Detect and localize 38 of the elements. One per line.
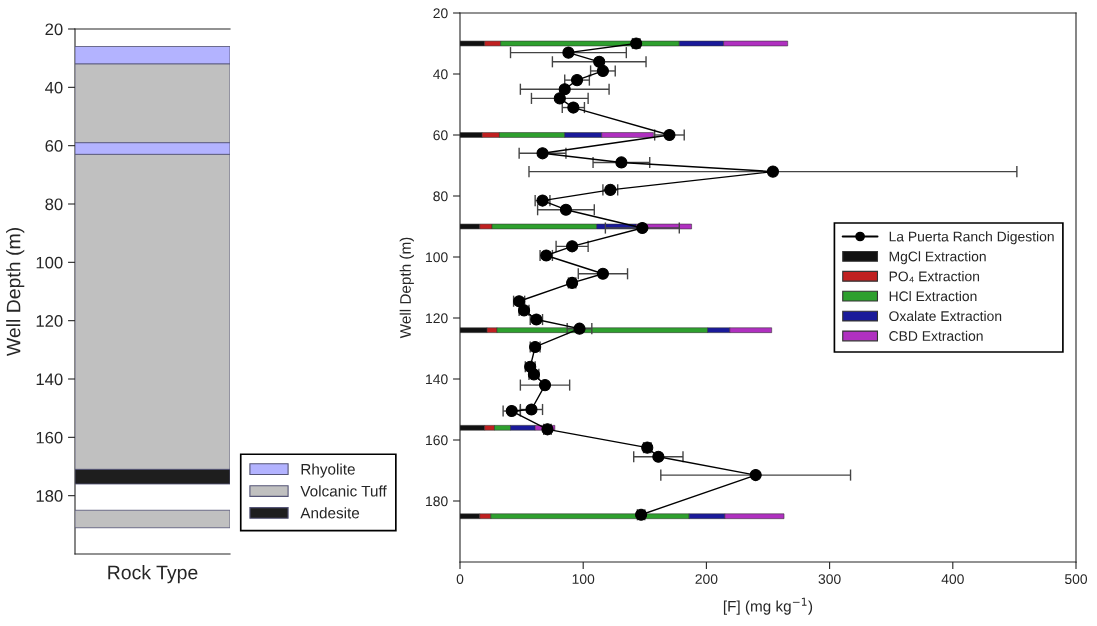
- legend-label: PO₄ Extraction: [889, 271, 980, 283]
- x-tick-label: 100: [572, 574, 595, 585]
- y-tick-label: 40: [433, 69, 448, 80]
- x-axis-title: Rock Type: [108, 565, 198, 584]
- y-tick-label: 100: [426, 252, 448, 263]
- legend-label: Rhyolite: [301, 463, 355, 478]
- y-tick-label: 60: [433, 130, 448, 141]
- legend-label: MgCl Extraction: [889, 251, 986, 265]
- y-tick-label: 20: [45, 23, 63, 36]
- legend-label: La Puerta Ranch Digestion: [889, 231, 1054, 245]
- x-tick-label: 0: [456, 574, 464, 585]
- y-tick-label: 160: [426, 435, 448, 446]
- y-axis-title: Well Depth (m): [6, 228, 25, 357]
- legend-label: HCl Extraction: [889, 290, 977, 302]
- x-tick-label: 400: [941, 574, 964, 585]
- y-tick-label: 120: [36, 315, 63, 327]
- y-tick-label: 60: [45, 140, 63, 152]
- y-tick-label: 160: [36, 431, 63, 444]
- y-tick-label: 180: [36, 490, 63, 502]
- x-tick-label: 300: [818, 574, 841, 585]
- legend-label: Andesite: [300, 507, 360, 519]
- x-tick-label: 200: [695, 574, 718, 585]
- legend-label: Volcanic Tuff: [300, 485, 387, 497]
- y-tick-label: 180: [426, 496, 448, 507]
- y-tick-label: 80: [45, 198, 63, 211]
- y-axis-title: Well Depth (m): [399, 237, 414, 339]
- y-tick-label: 140: [426, 374, 448, 385]
- x-tick-label: 500: [1064, 574, 1088, 585]
- bar: [75, 509, 230, 529]
- y-tick-label: 120: [426, 313, 448, 324]
- y-tick-label: 80: [433, 191, 448, 202]
- y-tick-label: 40: [45, 81, 63, 94]
- y-tick-label: 20: [433, 8, 448, 19]
- x-axis-title: [F] (mg kg$^{−1}$): [723, 597, 813, 615]
- legend-label: CBD Extraction: [889, 330, 983, 341]
- legend-label: Oxalate Extraction: [889, 310, 1002, 322]
- y-tick-label: 100: [36, 256, 63, 269]
- y-tick-label: 140: [36, 373, 63, 386]
